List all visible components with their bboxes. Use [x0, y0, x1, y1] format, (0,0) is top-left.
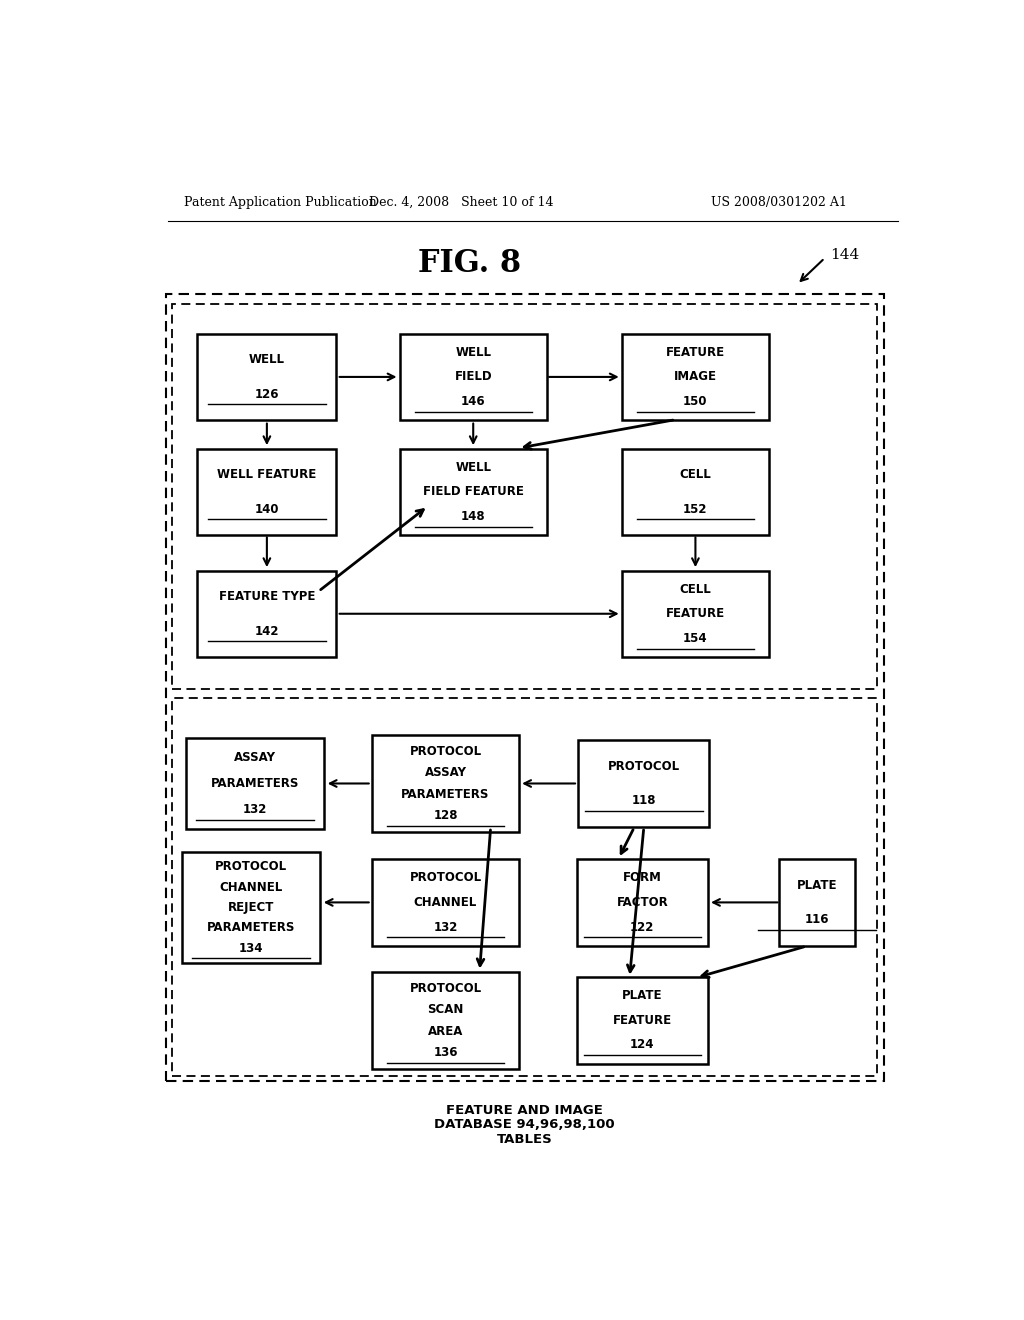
Text: FEATURE TYPE: FEATURE TYPE	[219, 590, 315, 603]
Text: FIELD FEATURE: FIELD FEATURE	[423, 486, 523, 498]
Text: 148: 148	[461, 510, 485, 523]
Text: FEATURE: FEATURE	[666, 346, 725, 359]
Bar	[372, 735, 519, 832]
Text: FORM: FORM	[623, 871, 662, 884]
Text: WELL: WELL	[456, 346, 492, 359]
Text: WELL: WELL	[249, 354, 285, 366]
Text: 146: 146	[461, 395, 485, 408]
Bar	[181, 851, 321, 964]
Text: 118: 118	[632, 795, 656, 808]
Text: CHANNEL: CHANNEL	[414, 896, 477, 909]
Bar	[399, 449, 547, 535]
Bar	[779, 859, 855, 945]
Text: PLATE: PLATE	[797, 879, 837, 891]
Bar	[399, 334, 547, 420]
Bar	[198, 334, 336, 420]
Text: 128: 128	[433, 809, 458, 822]
Text: 132: 132	[243, 803, 267, 816]
Bar	[622, 334, 769, 420]
Text: WELL: WELL	[456, 461, 492, 474]
Text: Patent Application Publication: Patent Application Publication	[183, 195, 376, 209]
Text: FACTOR: FACTOR	[616, 896, 668, 909]
Text: FEATURE: FEATURE	[612, 1014, 672, 1027]
Text: 116: 116	[805, 913, 829, 927]
Bar	[166, 293, 885, 1081]
Text: PLATE: PLATE	[622, 989, 663, 1002]
Text: CELL: CELL	[680, 469, 712, 480]
Text: 142: 142	[255, 624, 280, 638]
Bar	[172, 698, 878, 1076]
Text: 124: 124	[630, 1039, 654, 1052]
Text: Dec. 4, 2008   Sheet 10 of 14: Dec. 4, 2008 Sheet 10 of 14	[369, 195, 554, 209]
Bar	[198, 570, 336, 657]
Text: ASSAY: ASSAY	[424, 766, 467, 779]
Bar	[577, 977, 708, 1064]
Text: PARAMETERS: PARAMETERS	[401, 788, 489, 801]
Text: 152: 152	[683, 503, 708, 516]
Text: 150: 150	[683, 395, 708, 408]
Text: 126: 126	[255, 388, 280, 401]
Bar	[372, 859, 519, 945]
Bar	[622, 570, 769, 657]
Text: WELL FEATURE: WELL FEATURE	[217, 469, 316, 480]
Bar	[185, 738, 325, 829]
Text: FEATURE: FEATURE	[666, 607, 725, 620]
Text: DATABASE 94,96,98,100: DATABASE 94,96,98,100	[434, 1118, 615, 1131]
Text: 140: 140	[255, 503, 280, 516]
Text: IMAGE: IMAGE	[674, 371, 717, 383]
Bar	[372, 972, 519, 1069]
Text: PROTOCOL: PROTOCOL	[410, 982, 481, 995]
Text: PROTOCOL: PROTOCOL	[608, 760, 680, 772]
Text: REJECT: REJECT	[227, 902, 274, 913]
Bar	[577, 859, 708, 945]
Text: AREA: AREA	[428, 1024, 463, 1038]
Text: TABLES: TABLES	[497, 1133, 553, 1146]
Text: CELL: CELL	[680, 582, 712, 595]
Text: 122: 122	[630, 920, 654, 933]
Text: PROTOCOL: PROTOCOL	[410, 744, 481, 758]
Text: 136: 136	[433, 1045, 458, 1059]
Text: CHANNEL: CHANNEL	[219, 880, 283, 894]
Bar	[579, 741, 710, 826]
Text: ASSAY: ASSAY	[233, 751, 276, 764]
Bar	[198, 449, 336, 535]
Text: PROTOCOL: PROTOCOL	[410, 871, 481, 884]
Text: FIELD: FIELD	[455, 371, 492, 383]
Text: FEATURE AND IMAGE: FEATURE AND IMAGE	[446, 1105, 603, 1117]
Text: PARAMETERS: PARAMETERS	[211, 777, 299, 789]
Text: PARAMETERS: PARAMETERS	[207, 921, 295, 935]
Text: SCAN: SCAN	[427, 1003, 464, 1016]
Text: FIG. 8: FIG. 8	[418, 248, 521, 279]
Text: US 2008/0301202 A1: US 2008/0301202 A1	[711, 195, 847, 209]
Text: 134: 134	[239, 941, 263, 954]
Text: 154: 154	[683, 632, 708, 645]
Text: 144: 144	[830, 248, 859, 261]
Text: PROTOCOL: PROTOCOL	[215, 861, 287, 874]
Bar	[172, 304, 878, 689]
Text: 132: 132	[433, 920, 458, 933]
Bar	[622, 449, 769, 535]
